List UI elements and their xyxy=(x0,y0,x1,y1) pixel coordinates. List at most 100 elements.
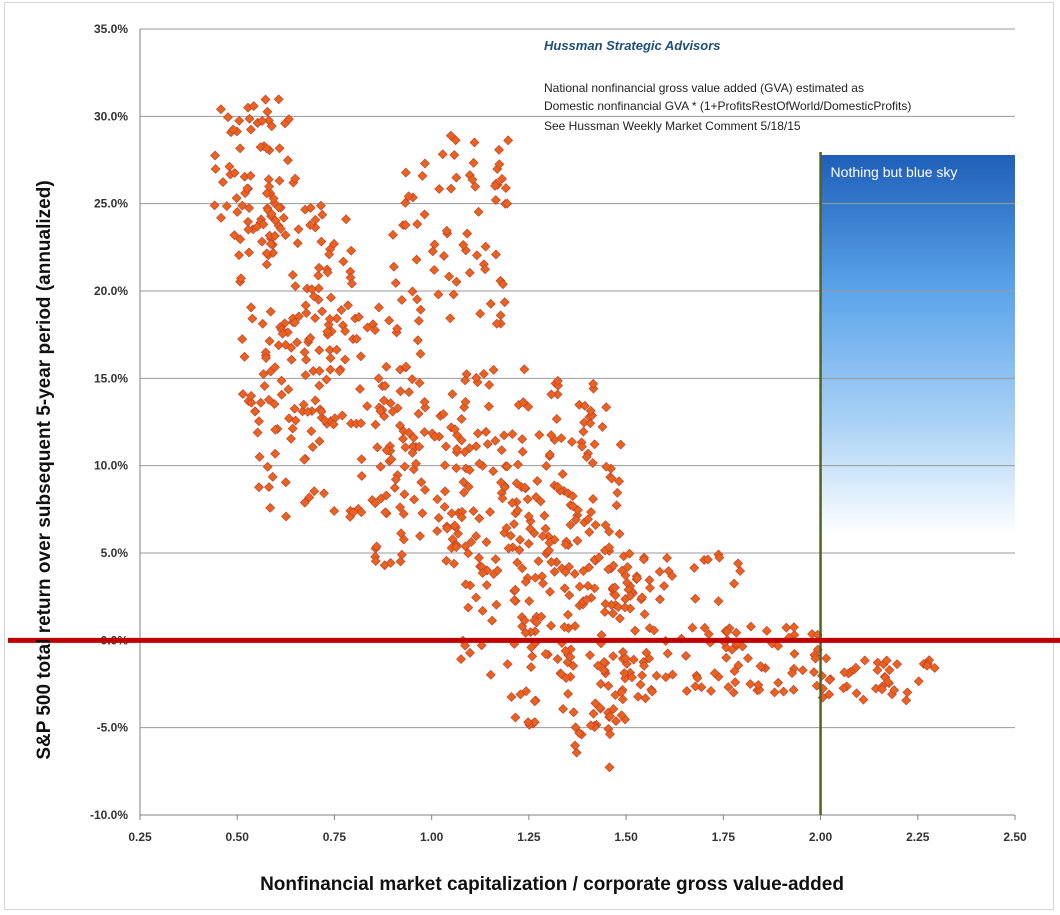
data-point xyxy=(540,523,551,534)
data-point xyxy=(395,502,406,513)
y-tick-label: 20.0% xyxy=(94,284,128,298)
data-point xyxy=(651,670,662,681)
data-point xyxy=(522,494,533,505)
data-point xyxy=(585,405,596,416)
data-point xyxy=(490,180,500,191)
data-point xyxy=(447,389,458,400)
data-point xyxy=(287,270,298,280)
data-point xyxy=(387,406,398,417)
data-point xyxy=(502,198,513,209)
data-point xyxy=(400,167,411,178)
data-point xyxy=(549,566,560,577)
data-point xyxy=(370,325,380,335)
data-point xyxy=(407,447,418,458)
data-point xyxy=(261,259,272,270)
data-point xyxy=(494,144,504,155)
data-point xyxy=(340,326,351,337)
data-point xyxy=(619,668,630,679)
data-point xyxy=(552,654,563,664)
data-point xyxy=(605,711,615,722)
data-point xyxy=(462,228,473,239)
data-point xyxy=(274,143,285,154)
data-point xyxy=(459,447,470,458)
data-point xyxy=(413,315,424,326)
data-point xyxy=(403,191,414,202)
data-point xyxy=(293,224,304,235)
data-point xyxy=(450,135,461,146)
data-point xyxy=(464,465,475,475)
data-point xyxy=(438,409,449,419)
data-point xyxy=(231,193,242,204)
data-point xyxy=(316,236,327,247)
data-point xyxy=(471,531,482,542)
data-point xyxy=(615,439,626,450)
data-point xyxy=(601,402,612,413)
data-point xyxy=(769,687,780,698)
data-points xyxy=(209,94,940,773)
data-point xyxy=(346,278,357,289)
data-point xyxy=(605,729,615,740)
data-point xyxy=(309,486,320,497)
data-point xyxy=(745,679,756,689)
data-point xyxy=(396,295,407,305)
data-point xyxy=(301,354,312,365)
data-point xyxy=(269,399,280,410)
data-point xyxy=(463,548,474,559)
data-point xyxy=(529,717,540,728)
data-point xyxy=(531,617,542,628)
data-point xyxy=(619,602,630,613)
data-point xyxy=(441,441,451,452)
data-point xyxy=(375,406,386,416)
data-point xyxy=(570,514,581,525)
x-tick-label: 0.75 xyxy=(323,830,347,844)
data-point xyxy=(228,124,238,135)
data-point xyxy=(243,224,254,235)
data-point xyxy=(229,168,240,178)
data-point xyxy=(329,506,340,516)
data-point xyxy=(456,435,467,446)
data-point xyxy=(667,669,678,680)
data-point xyxy=(727,644,738,655)
data-point xyxy=(310,395,321,406)
data-point xyxy=(577,441,587,452)
data-point xyxy=(728,687,739,698)
data-point xyxy=(557,469,568,480)
data-point xyxy=(611,716,621,727)
x-tick-label: 0.50 xyxy=(226,830,250,844)
data-point xyxy=(922,660,933,671)
x-tick-label: 0.25 xyxy=(128,830,152,844)
data-point xyxy=(249,406,260,417)
data-point xyxy=(572,535,583,546)
data-point xyxy=(635,679,646,690)
data-point xyxy=(314,262,324,273)
data-point xyxy=(539,510,550,521)
data-point xyxy=(581,594,592,605)
data-point xyxy=(451,172,462,183)
data-point xyxy=(400,220,411,230)
data-point xyxy=(496,445,507,456)
data-point xyxy=(633,691,644,702)
data-point xyxy=(546,620,557,631)
data-point xyxy=(429,265,440,275)
data-point xyxy=(612,487,623,498)
data-point xyxy=(404,387,414,398)
data-point xyxy=(447,534,458,545)
data-point xyxy=(411,254,422,265)
data-point xyxy=(474,513,485,524)
data-point xyxy=(319,415,330,426)
data-point xyxy=(480,264,491,275)
data-point xyxy=(232,207,243,217)
data-point xyxy=(319,488,329,499)
data-point xyxy=(216,104,226,115)
data-point xyxy=(276,375,287,386)
data-point xyxy=(601,461,612,472)
data-point xyxy=(526,642,537,653)
data-point xyxy=(706,686,716,696)
data-point xyxy=(265,306,276,317)
data-point xyxy=(475,308,486,319)
data-point xyxy=(523,511,534,522)
data-point xyxy=(517,434,528,445)
data-point xyxy=(649,625,659,636)
data-point xyxy=(325,353,336,364)
data-point xyxy=(485,507,495,517)
